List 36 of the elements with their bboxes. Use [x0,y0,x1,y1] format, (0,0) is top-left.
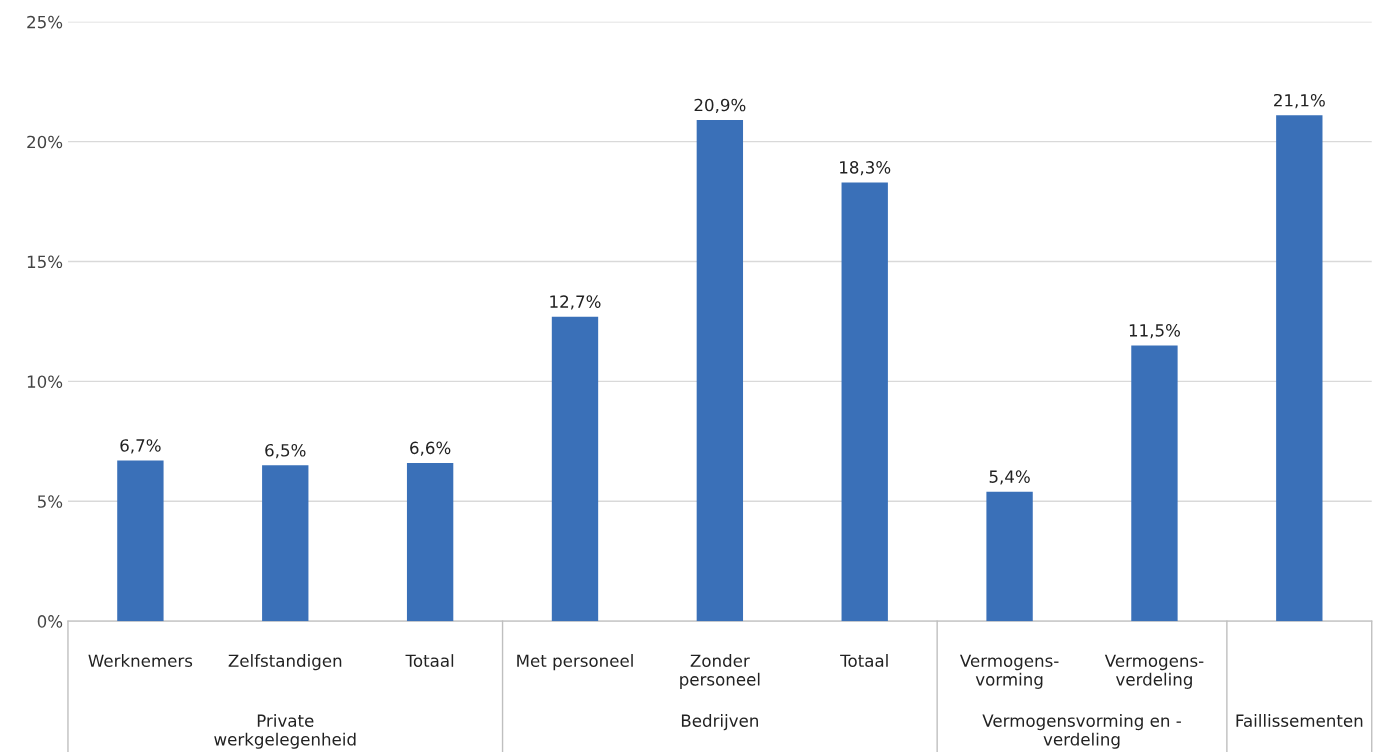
data-label: 20,9% [694,98,746,114]
bar [1131,345,1178,622]
x-tick-label: Zelfstandigen [228,654,342,671]
data-label: 6,6% [410,441,451,456]
x-tick-label: Totaal [405,654,454,668]
bar [551,316,599,622]
text: Faillissementen [1236,714,1363,727]
x-tick-label: Totaal [840,654,888,668]
data-label: 18,3% [840,161,891,176]
data-label: 5,4% [989,470,1030,485]
bar [1276,115,1323,622]
text: Bedrijven [681,714,758,731]
y-tick-label: 5% [37,495,63,508]
bar [117,460,164,622]
bar [841,182,888,622]
bar [406,462,454,622]
data-label: 6,7% [120,439,161,454]
text: Vermogensvorming en - verdeling [982,714,1181,749]
x-tick-label: Met personeel [517,654,633,671]
x-tick-label: Zonder personeel [680,654,760,689]
bar [262,465,309,622]
data-label: 21,1% [1274,93,1325,109]
y-tick-label: 10% [27,375,63,388]
x-tick-label: Vermogens- verdeling [1104,654,1204,689]
y-tick-label: 0% [37,615,63,628]
bar [696,120,744,622]
y-tick-label: 20% [27,135,63,149]
y-tick-label: 25% [27,15,63,29]
x-tick-label: Werknemers [88,654,193,668]
data-label: 12,7% [550,295,601,310]
x-tick-label: Vermogens- vorming [959,654,1059,689]
y-tick-label: 15% [27,255,63,269]
text: Private werkgelegenheid [214,714,356,749]
data-label: 11,5% [1129,324,1180,339]
bar [986,491,1033,622]
data-label: 6,5% [265,443,306,459]
